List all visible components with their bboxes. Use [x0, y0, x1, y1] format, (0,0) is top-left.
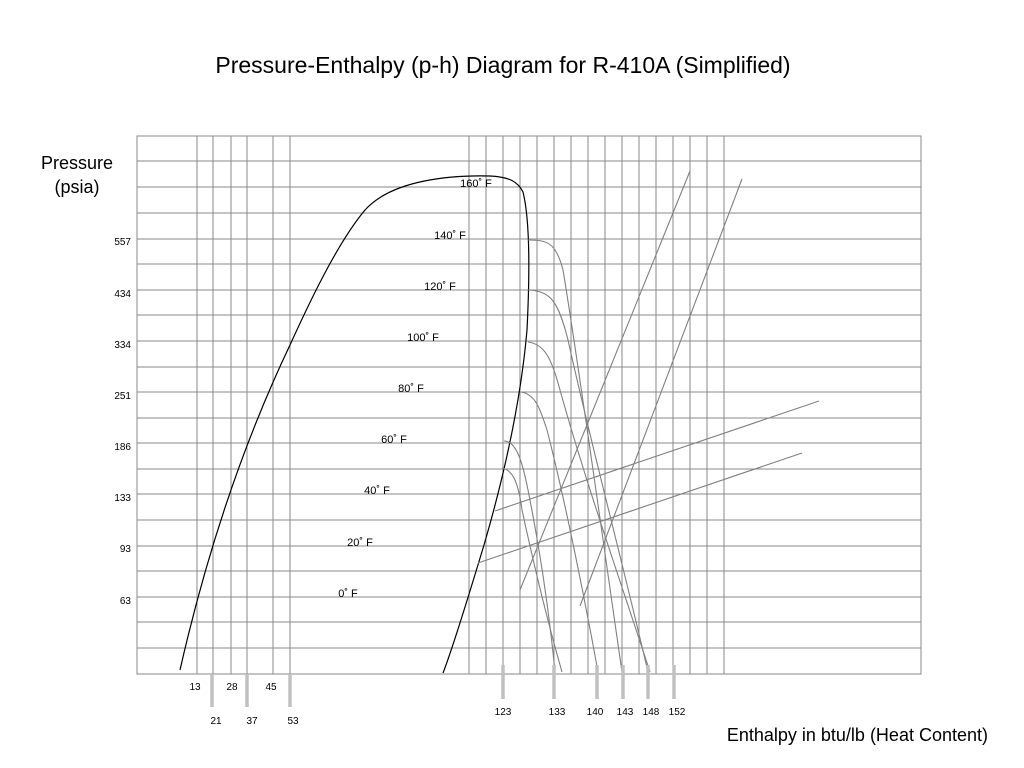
x-tick-label: 133	[549, 707, 566, 718]
isotherm-curve	[527, 289, 649, 673]
x-tick-label: 21	[210, 716, 222, 727]
isotherm-labels: 160˚ F 140˚ F 120˚ F 100˚ F 80˚ F 60˚ F 40˚ F 2…	[338, 178, 492, 600]
constant-line	[519, 170, 691, 591]
x-tick-label: 28	[226, 682, 238, 693]
constant-line	[579, 178, 743, 607]
isotherm-label: 100˚ F	[407, 332, 439, 344]
y-tick-label: 434	[114, 289, 131, 300]
y-ticks: 557 434 334 251 186 133 93 63	[114, 237, 131, 607]
x-tick-label: 37	[246, 716, 258, 727]
isotherm-label: 40˚ F	[364, 485, 390, 497]
isotherm-label: 80˚ F	[398, 383, 424, 395]
x-tick-label: 140	[587, 707, 604, 718]
x-tick-label: 53	[287, 716, 299, 727]
saturation-dome	[179, 175, 530, 674]
y-tick-label: 63	[120, 596, 132, 607]
isotherm-label: 160˚ F	[460, 178, 492, 190]
chart-title: Pressure-Enthalpy (p-h) Diagram for R-41…	[215, 52, 790, 78]
y-tick-label: 133	[114, 493, 131, 504]
x-tick-label: 123	[495, 707, 512, 718]
y-tick-label: 186	[114, 442, 131, 453]
isotherm-label: 60˚ F	[381, 434, 407, 446]
y-axis-title-line-1: Pressure	[41, 153, 113, 173]
y-axis-title-line-2: (psia)	[54, 177, 99, 197]
y-tick-label: 251	[114, 391, 131, 402]
isotherm-label: 20˚ F	[347, 537, 373, 549]
grid	[136, 135, 922, 675]
y-tick-label: 557	[114, 237, 131, 248]
plot-frame	[136, 135, 922, 675]
isotherm-curve	[527, 341, 651, 673]
y-tick-label: 334	[114, 340, 131, 351]
isotherm-label: 140˚ F	[434, 230, 466, 242]
y-tick-label: 93	[120, 544, 132, 555]
x-ticks: 13 28 45 21 37 53 123 133 140 143 148 152	[189, 665, 686, 727]
constant-line	[494, 400, 820, 512]
x-axis-title: Enthalpy in btu/lb (Heat Content)	[727, 725, 988, 745]
constant-line	[477, 452, 803, 564]
x-tick-label: 13	[189, 682, 201, 693]
isotherm-curve	[520, 391, 599, 673]
x-tick-label: 148	[643, 707, 660, 718]
chart-curves	[179, 170, 820, 674]
isotherm-curve	[501, 467, 563, 673]
isotherm-curve	[527, 239, 623, 673]
x-tick-label: 152	[669, 707, 686, 718]
isotherm-label: 120˚ F	[424, 281, 456, 293]
x-tick-label: 45	[265, 682, 277, 693]
isotherm-curve	[503, 440, 556, 673]
isotherm-label: 0˚ F	[338, 588, 358, 600]
x-tick-label: 143	[617, 707, 634, 718]
